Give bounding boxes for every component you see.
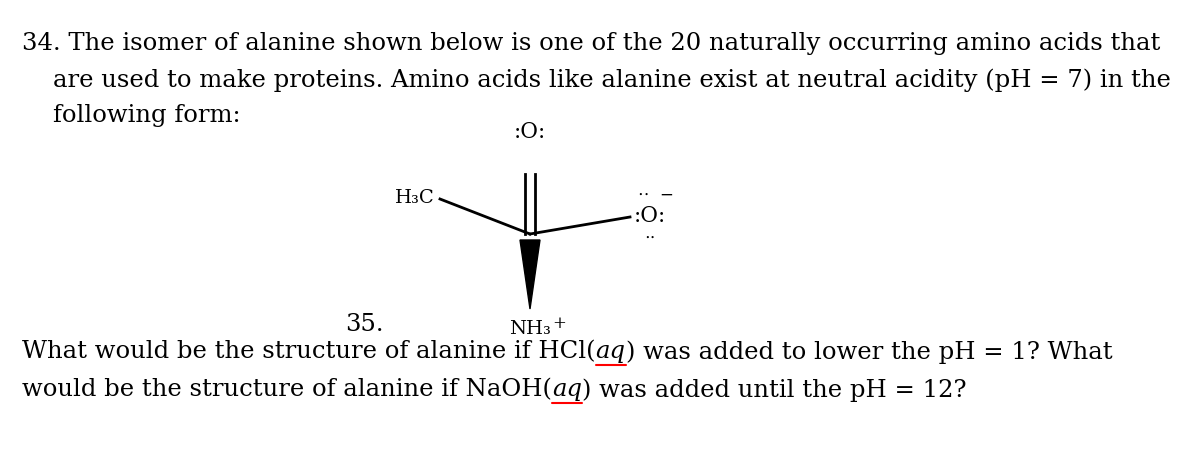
Text: NH₃: NH₃: [509, 319, 551, 337]
Text: following form:: following form:: [22, 104, 241, 127]
Text: 34. The isomer of alanine shown below is one of the 20 naturally occurring amino: 34. The isomer of alanine shown below is…: [22, 32, 1160, 55]
Text: ⋅⋅  −: ⋅⋅ −: [638, 187, 674, 204]
Polygon shape: [520, 240, 540, 309]
Text: would be the structure of alanine if NaOH(: would be the structure of alanine if NaO…: [22, 377, 552, 400]
Text: ⋅⋅: ⋅⋅: [644, 229, 655, 246]
Text: :O:: :O:: [634, 205, 666, 227]
Text: H₃C: H₃C: [395, 188, 436, 207]
Text: What would be the structure of alanine if HCl(: What would be the structure of alanine i…: [22, 339, 595, 362]
Text: 35.: 35.: [346, 312, 384, 335]
Text: ) was added until the pH = 12?: ) was added until the pH = 12?: [582, 377, 966, 401]
Text: aq: aq: [552, 377, 582, 400]
Text: ) was added to lower the pH = 1? What: ) was added to lower the pH = 1? What: [625, 339, 1112, 363]
Text: :O:: :O:: [514, 121, 546, 143]
Text: aq: aq: [595, 339, 625, 362]
Text: +: +: [552, 314, 566, 331]
Text: are used to make proteins. Amino acids like alanine exist at neutral acidity (pH: are used to make proteins. Amino acids l…: [22, 68, 1171, 91]
